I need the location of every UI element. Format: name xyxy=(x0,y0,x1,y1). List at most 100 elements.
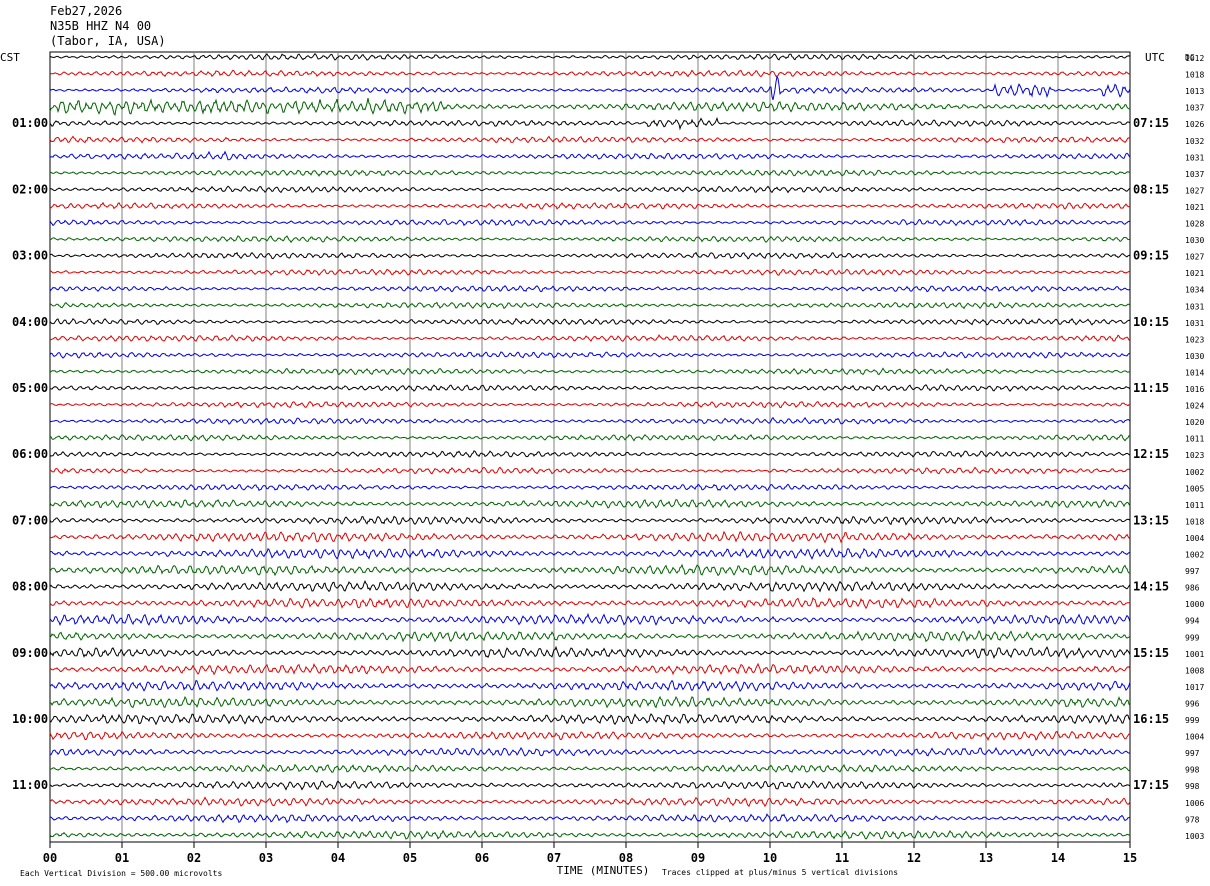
right-hour-label: 08:15 xyxy=(1133,182,1169,196)
left-hour-label: 01:00 xyxy=(12,116,48,130)
trace-row-3 xyxy=(49,74,1131,101)
dc-offset-value: 1017 xyxy=(1185,683,1204,692)
dc-offset-value: 1013 xyxy=(1185,87,1204,96)
trace-row-21 xyxy=(49,384,1131,392)
trace-row-23 xyxy=(49,416,1131,426)
dc-offset-value: 997 xyxy=(1185,749,1200,758)
left-hour-label: 11:00 xyxy=(12,778,48,792)
dc-offset-value: 1024 xyxy=(1185,402,1204,411)
trace-row-19 xyxy=(49,351,1131,359)
right-hour-label: 07:15 xyxy=(1133,116,1169,130)
x-tick-label: 01 xyxy=(115,851,129,865)
trace-row-40 xyxy=(49,695,1131,709)
x-tick-label: 04 xyxy=(331,851,345,865)
dc-offset-value: 1008 xyxy=(1185,666,1204,675)
trace-row-38 xyxy=(49,662,1131,676)
station-location: (Tabor, IA, USA) xyxy=(50,34,166,48)
left-hour-label: 06:00 xyxy=(12,447,48,461)
right-hour-label: 11:15 xyxy=(1133,381,1169,395)
dc-offset-value: 1006 xyxy=(1185,799,1204,808)
x-tick-label: 00 xyxy=(43,851,57,865)
dc-offset-value: 994 xyxy=(1185,617,1200,626)
dc-offset-value: 1037 xyxy=(1185,170,1204,179)
left-hour-label: 05:00 xyxy=(12,381,48,395)
trace-row-29 xyxy=(49,515,1131,526)
x-tick-label: 06 xyxy=(475,851,489,865)
x-tick-label: 07 xyxy=(547,851,561,865)
dc-offset-value: 1032 xyxy=(1185,137,1204,146)
dc-offset-value: 1028 xyxy=(1185,220,1204,229)
trace-row-47 xyxy=(49,813,1131,824)
x-tick-label: 02 xyxy=(187,851,201,865)
trace-row-33 xyxy=(49,579,1131,593)
trace-row-35 xyxy=(49,612,1131,626)
dc-offset-value: 1003 xyxy=(1185,832,1204,841)
dc-offset-value: 1000 xyxy=(1185,600,1204,609)
x-tick-label: 05 xyxy=(403,851,417,865)
dc-column-label: DC xyxy=(1185,53,1195,62)
trace-row-43 xyxy=(49,746,1131,757)
trace-row-7 xyxy=(49,150,1131,161)
trace-row-8 xyxy=(49,169,1131,177)
left-timezone-label: CST xyxy=(0,51,20,64)
record-date: Feb27,2026 xyxy=(50,4,123,18)
trace-row-27 xyxy=(49,483,1131,492)
dc-offset-value: 998 xyxy=(1185,782,1200,791)
right-hour-label: 12:15 xyxy=(1133,447,1169,461)
clip-note: Traces clipped at plus/minus 5 vertical … xyxy=(662,868,898,877)
trace-row-12 xyxy=(49,235,1131,244)
trace-row-11 xyxy=(49,218,1131,227)
right-hour-label: 14:15 xyxy=(1133,580,1169,594)
trace-row-31 xyxy=(49,547,1131,560)
scale-note: Each Vertical Division = 500.00 microvol… xyxy=(20,869,222,878)
left-hour-label: 03:00 xyxy=(12,249,48,263)
trace-row-37 xyxy=(49,645,1131,659)
right-hour-label: 15:15 xyxy=(1133,646,1169,660)
trace-row-15 xyxy=(49,284,1131,293)
dc-offset-value: 1020 xyxy=(1185,418,1204,427)
trace-row-1 xyxy=(49,53,1131,61)
trace-row-9 xyxy=(49,185,1131,194)
trace-row-44 xyxy=(49,763,1131,774)
station-code: N35B HHZ N4 00 xyxy=(50,19,152,33)
left-hour-label: 02:00 xyxy=(12,182,48,196)
x-tick-label: 15 xyxy=(1123,851,1137,865)
right-hour-label: 10:15 xyxy=(1133,315,1169,329)
right-hour-label: 16:15 xyxy=(1133,712,1169,726)
trace-row-41 xyxy=(49,713,1131,726)
dc-offset-value: 1030 xyxy=(1185,352,1204,361)
trace-row-14 xyxy=(49,268,1131,276)
trace-row-25 xyxy=(49,450,1131,458)
trace-row-28 xyxy=(49,498,1131,509)
x-tick-label: 12 xyxy=(907,851,921,865)
trace-row-36 xyxy=(49,630,1131,643)
dc-offset-value: 997 xyxy=(1185,567,1200,576)
x-tick-label: 10 xyxy=(763,851,777,865)
dc-offset-value: 1030 xyxy=(1185,236,1204,245)
dc-offset-value: 1011 xyxy=(1185,501,1204,510)
x-tick-label: 11 xyxy=(835,851,849,865)
dc-offset-value: 1027 xyxy=(1185,253,1204,262)
trace-row-4 xyxy=(49,98,1131,116)
dc-offset-value: 1004 xyxy=(1185,534,1204,543)
trace-group xyxy=(49,53,1131,840)
dc-offset-value: 1027 xyxy=(1185,186,1204,195)
dc-offset-value: 1011 xyxy=(1185,435,1204,444)
trace-row-16 xyxy=(49,301,1131,310)
trace-row-39 xyxy=(49,679,1131,693)
trace-row-45 xyxy=(49,780,1131,791)
trace-row-46 xyxy=(49,796,1131,808)
trace-row-10 xyxy=(49,201,1131,210)
trace-row-32 xyxy=(49,563,1130,577)
dc-offset-value: 996 xyxy=(1185,699,1200,708)
minute-grid xyxy=(49,52,1131,848)
dc-offset-value: 1037 xyxy=(1185,104,1204,113)
dc-offset-value: 1018 xyxy=(1185,517,1204,526)
right-hour-label: 13:15 xyxy=(1133,513,1169,527)
x-tick-label: 13 xyxy=(979,851,993,865)
dc-offset-value: 1005 xyxy=(1185,484,1204,493)
trace-row-18 xyxy=(49,334,1131,342)
trace-row-2 xyxy=(49,69,1131,78)
trace-row-34 xyxy=(49,596,1131,610)
dc-offset-value: 999 xyxy=(1185,633,1200,642)
